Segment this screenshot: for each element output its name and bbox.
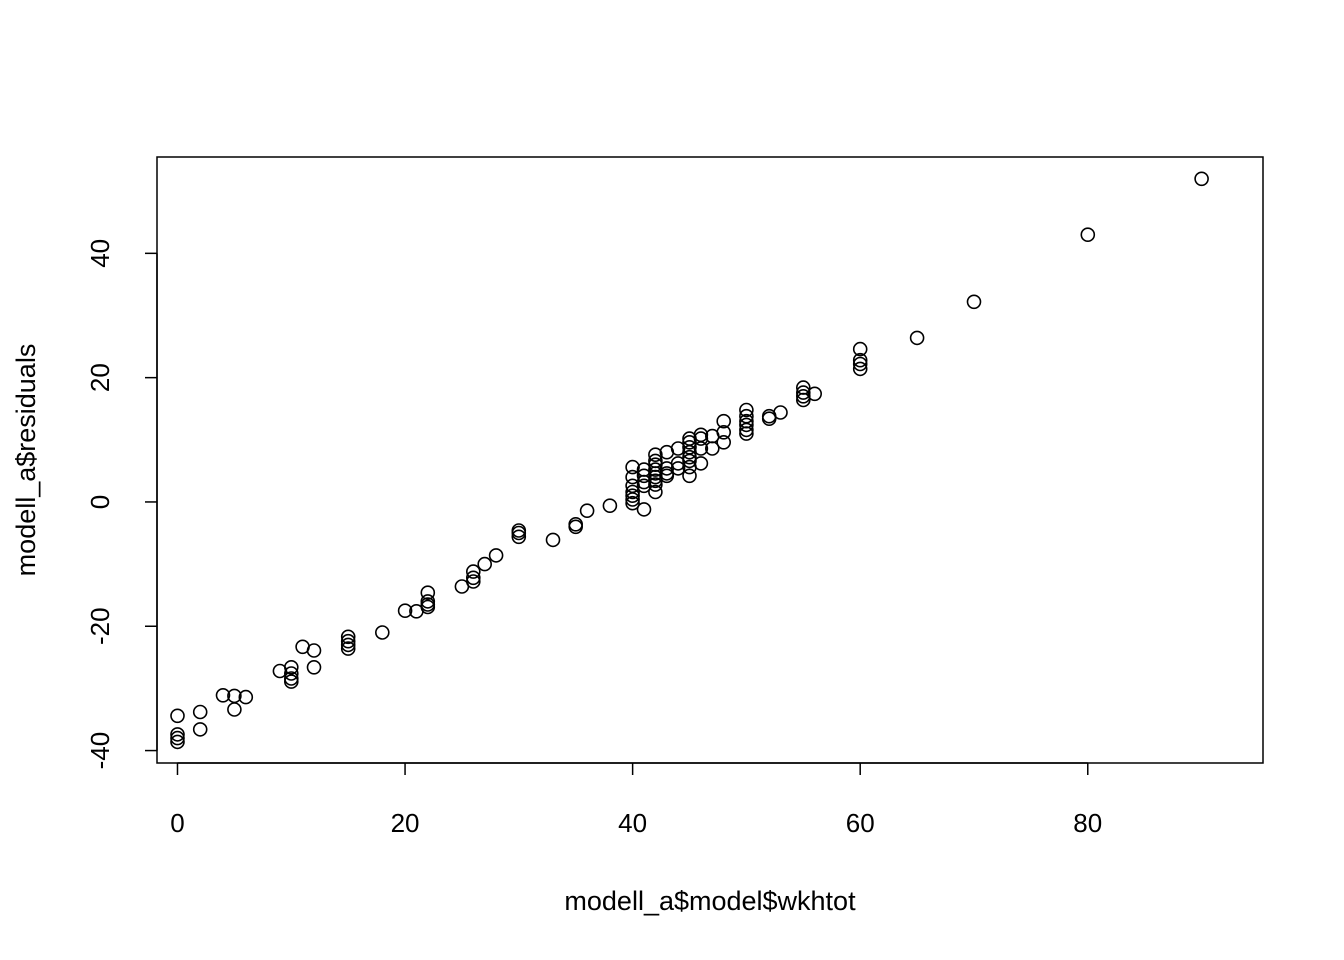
data-point [170, 708, 185, 724]
data-point [192, 704, 208, 720]
data-point [625, 495, 640, 511]
data-point [170, 730, 185, 746]
data-point [283, 666, 299, 681]
data-point [693, 456, 709, 471]
data-point [420, 599, 436, 615]
data-point [909, 330, 925, 346]
data-point [739, 417, 754, 433]
data-point [795, 385, 811, 400]
data-point [306, 659, 322, 675]
data-point [852, 356, 868, 372]
data-point [465, 570, 481, 586]
data-point [568, 519, 584, 535]
data-point [852, 361, 868, 377]
data-point [1080, 227, 1096, 242]
data-point [682, 468, 697, 484]
data-point [579, 503, 595, 519]
y-tick-label: 0 [85, 495, 115, 509]
data-point [966, 294, 982, 310]
x-tick-label: 20 [391, 808, 420, 838]
y-axis-title: modell_a$residuals [11, 344, 41, 577]
x-axis-title: modell_a$model$wkhtot [564, 886, 856, 916]
x-tick-label: 0 [170, 808, 184, 838]
data-point [283, 659, 299, 675]
data-point [716, 424, 732, 440]
data-point [465, 564, 481, 579]
points-layer [170, 171, 1209, 750]
data-point [511, 525, 527, 541]
data-point [192, 722, 208, 737]
y-tick-label: 20 [85, 363, 115, 392]
data-point [636, 502, 652, 517]
x-tick-label: 80 [1073, 808, 1102, 838]
data-point [420, 585, 436, 601]
data-point [397, 603, 413, 619]
data-point [682, 439, 697, 455]
data-point [682, 449, 697, 465]
data-point [602, 498, 618, 514]
data-point [283, 674, 299, 689]
y-tick-label: -40 [85, 732, 115, 770]
plot-box [156, 156, 1264, 764]
data-point [852, 341, 868, 357]
data-point [648, 447, 663, 463]
data-point [625, 459, 640, 475]
data-point [170, 734, 185, 750]
data-point [795, 388, 811, 404]
y-axis: -40 -20 0 20 40 [85, 239, 158, 770]
data-point [693, 427, 709, 443]
data-point [465, 574, 481, 589]
y-tick-label: 40 [85, 239, 115, 268]
data-point [716, 434, 732, 450]
x-tick-label: 60 [846, 808, 875, 838]
data-point [693, 431, 709, 446]
data-point [807, 386, 823, 402]
data-point [1194, 171, 1209, 187]
data-point [670, 461, 686, 476]
y-tick-label: -20 [85, 607, 115, 645]
data-point [625, 484, 640, 500]
data-point [477, 556, 493, 572]
data-point [625, 492, 640, 507]
data-point [488, 548, 504, 563]
data-point [625, 488, 640, 504]
data-point [852, 352, 868, 368]
data-point [739, 413, 754, 429]
data-point [739, 402, 754, 418]
data-point [227, 702, 242, 717]
data-point [170, 727, 185, 742]
data-point [340, 637, 356, 653]
data-point [773, 405, 788, 420]
data-point [648, 484, 663, 500]
data-point [648, 477, 663, 492]
data-point [374, 625, 390, 640]
data-point [511, 529, 527, 545]
x-axis: 0 20 40 60 80 [170, 762, 1102, 838]
data-point [340, 633, 356, 649]
data-point [795, 380, 811, 395]
x-tick-label: 40 [618, 808, 647, 838]
data-point [306, 643, 322, 658]
data-point [340, 641, 356, 656]
data-point [716, 413, 732, 429]
data-point [215, 687, 231, 703]
data-point [739, 408, 754, 424]
data-point [340, 629, 356, 645]
data-point [545, 532, 561, 548]
data-point [648, 453, 663, 469]
data-point [238, 689, 254, 705]
